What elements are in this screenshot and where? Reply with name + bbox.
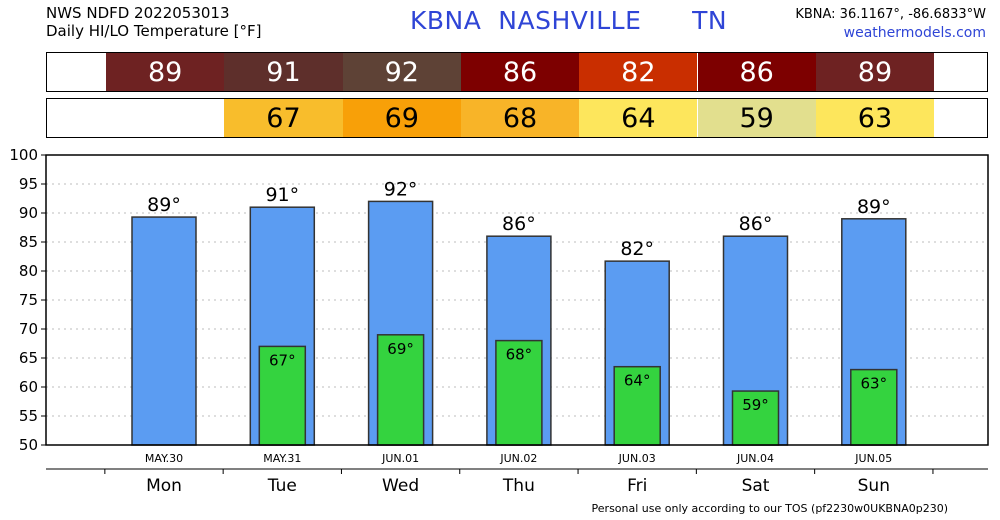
lo-bar-label: 67° [269, 351, 296, 369]
date-label: MAY.31 [263, 452, 301, 465]
hi-temp-cell: 89 [106, 53, 225, 91]
hi-temp-cell: 86 [460, 53, 580, 91]
product-label: Daily HI/LO Temperature [°F] [46, 22, 262, 40]
lo-temp-cell: 59 [697, 99, 816, 137]
station-state: TN [692, 6, 728, 35]
day-label: Wed [382, 476, 419, 496]
hi-temp-cell: 82 [579, 53, 698, 91]
lo-temp-cell: 67 [224, 99, 343, 137]
lo-bar-label: 64° [624, 372, 651, 390]
model-run-label: NWS NDFD 2022053013 [46, 4, 230, 22]
day-label: Sun [858, 476, 890, 496]
date-label: JUN.03 [618, 452, 656, 465]
chart-header-left: NWS NDFD 2022053013 Daily HI/LO Temperat… [46, 4, 262, 40]
hi-bar-label: 89° [147, 194, 181, 216]
hi-bar [131, 216, 197, 446]
lo-temp-cell: 63 [815, 99, 935, 137]
day-label: Mon [146, 476, 182, 496]
lo-temp-cell: 64 [579, 99, 698, 137]
y-tick-label: 95 [19, 175, 38, 193]
y-tick-label: 85 [19, 233, 38, 251]
hi-temp-cell: 92 [342, 53, 461, 91]
station-coords: KBNA: 36.1167°, -86.6833°W [795, 7, 986, 22]
lo-bar-label: 59° [742, 396, 769, 414]
lo-temp-cell: 68 [460, 99, 580, 137]
plot-border [45, 154, 989, 446]
y-tick-label: 75 [19, 291, 38, 309]
station-id: KBNA [410, 6, 482, 35]
hi-bar-label: 89° [857, 196, 891, 218]
date-label: JUN.02 [499, 452, 537, 465]
hi-bar-label: 92° [384, 178, 418, 200]
lo-bar [258, 345, 307, 446]
day-label: Fri [627, 476, 647, 496]
y-tick-label: 80 [19, 262, 38, 280]
lo-bar [495, 339, 543, 446]
lo-temp-cell [106, 99, 225, 137]
y-tick-label: 100 [9, 146, 38, 164]
y-tick-label: 90 [19, 204, 38, 222]
lo-bar [613, 365, 661, 446]
lo-bar [731, 390, 780, 446]
hi-bar-label: 86° [739, 213, 773, 235]
y-tick-label: 70 [19, 320, 38, 338]
footer-tos: Personal use only according to our TOS (… [591, 502, 948, 515]
y-tick-label: 60 [19, 378, 38, 396]
hi-temp-cell: 91 [224, 53, 343, 91]
lo-bar-label: 68° [506, 346, 533, 364]
y-tick-label: 55 [19, 407, 38, 425]
day-label: Tue [267, 476, 297, 496]
lo-temp-strip: 67 69 68 64 59 63 [46, 98, 988, 138]
date-label: MAY.30 [145, 452, 183, 465]
lo-bar-label: 63° [861, 375, 888, 393]
date-label: JUN.01 [381, 452, 419, 465]
station-city: NASHVILLE [498, 6, 642, 35]
date-label: JUN.04 [736, 452, 774, 465]
chart-header-right: KBNA: 36.1167°, -86.6833°W weathermodels… [795, 5, 986, 43]
hi-temp-strip: 89 91 92 86 82 86 89 [46, 52, 988, 92]
lo-temp-cell: 69 [342, 99, 461, 137]
y-tick-label: 50 [19, 436, 38, 454]
website-link[interactable]: weathermodels.com [843, 25, 986, 41]
day-label: Thu [502, 476, 535, 496]
hi-bar-label: 91° [265, 184, 299, 206]
date-label: JUN.05 [854, 452, 892, 465]
hi-bar-label: 86° [502, 213, 536, 235]
station-title: KBNA NASHVILLE TN [410, 6, 727, 35]
y-tick-label: 65 [19, 349, 38, 367]
day-label: Sat [742, 476, 770, 496]
hi-bar-label: 82° [620, 238, 654, 260]
hi-temp-cell: 86 [697, 53, 816, 91]
hi-temp-cell: 89 [815, 53, 935, 91]
lo-bar-label: 69° [387, 340, 414, 358]
lo-bar [376, 334, 425, 446]
